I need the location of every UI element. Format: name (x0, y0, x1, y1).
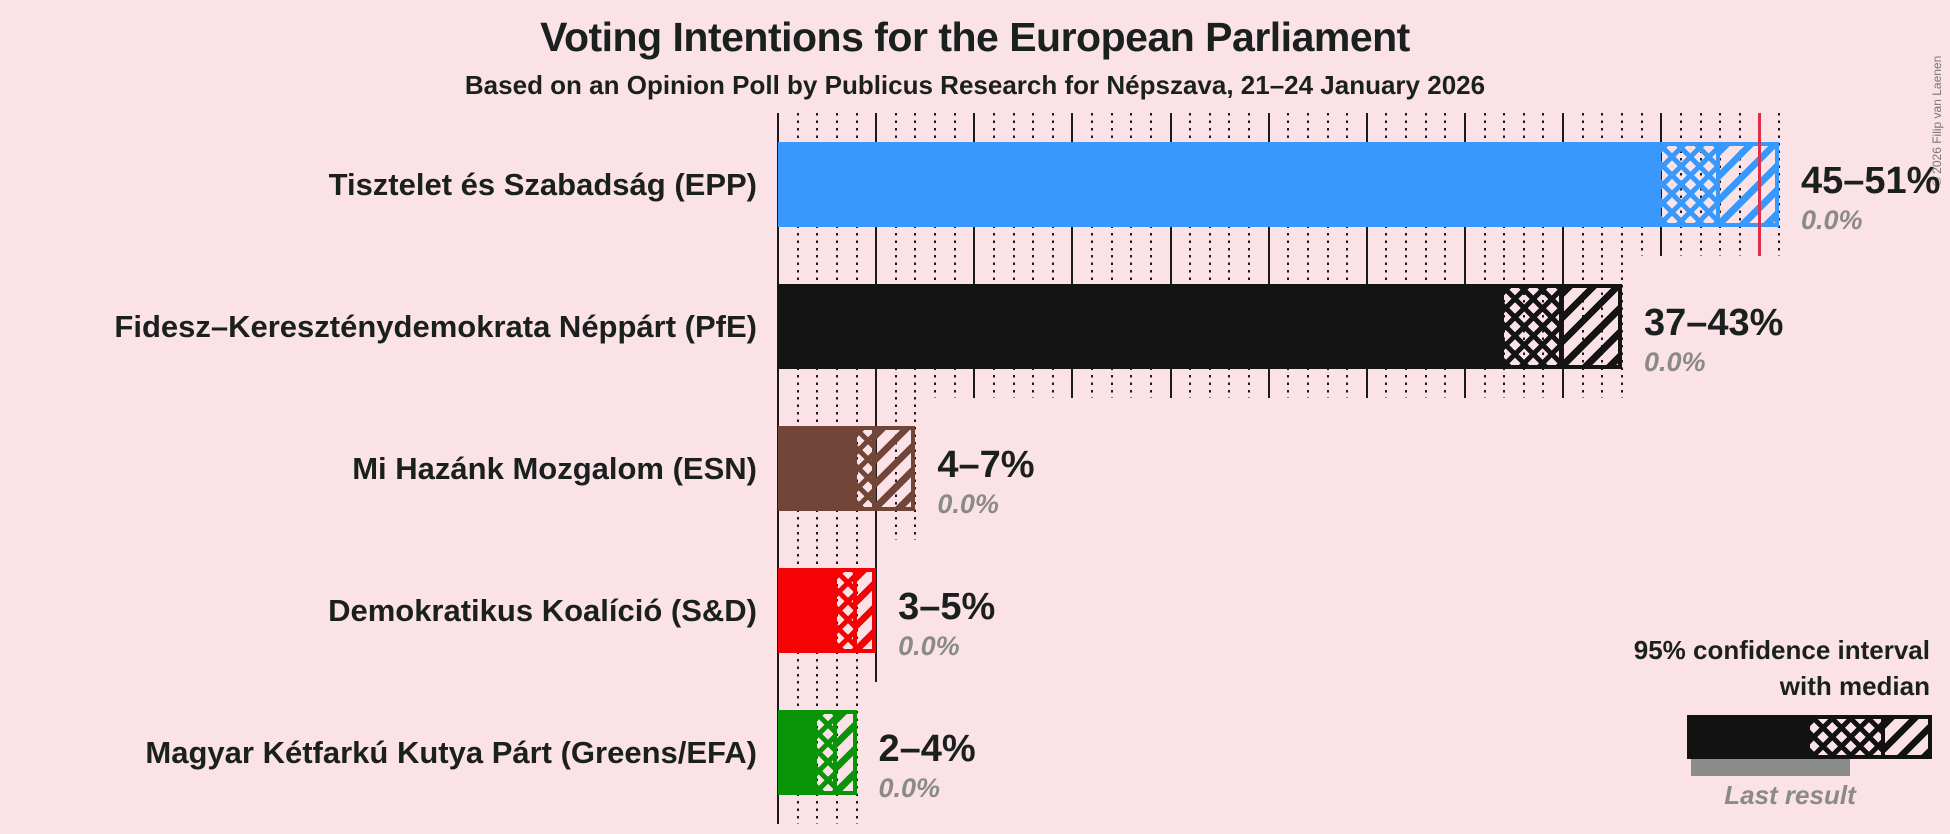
legend-sample-diagonal (1884, 719, 1928, 755)
bar-solid-segment (778, 284, 1505, 369)
bar-confidence-interval (856, 426, 916, 511)
bar-solid-segment (778, 710, 818, 795)
median-divider (852, 572, 857, 649)
last-result-value: 0.0% (1801, 204, 1863, 235)
party-label: Magyar Kétfarkú Kutya Párt (Greens/EFA) (145, 734, 757, 770)
bar-solid-segment (778, 142, 1662, 227)
party-label: Tisztelet és Szabadság (EPP) (328, 166, 757, 202)
median-to-upper-diagonal-hatch (856, 572, 873, 649)
minor-gridline (1778, 113, 1781, 256)
ci-lower-to-median-crosshatch (856, 430, 873, 507)
bar-confidence-interval (817, 710, 857, 795)
minor-gridline (855, 681, 858, 824)
median-to-upper-diagonal-hatch (876, 430, 912, 507)
party-label: Demokratikus Koalíció (S&D) (328, 592, 757, 628)
legend-last-result-bar (1691, 759, 1850, 776)
bar-solid-segment (778, 568, 837, 653)
legend-ci-line1: 95% confidence interval (1633, 635, 1930, 665)
value-label-block: 45–51% 0.0% (1801, 161, 1940, 235)
major-gridline (875, 539, 878, 682)
majority-threshold-line (1757, 113, 1761, 256)
median-divider (1716, 146, 1721, 223)
legend-sample-bar-graphic (1687, 715, 1932, 759)
median-to-upper-diagonal-hatch (1563, 288, 1618, 365)
median-divider (872, 430, 877, 507)
bar-confidence-interval (1661, 142, 1780, 227)
ci-lower-to-median-crosshatch (817, 714, 833, 791)
party-label: Mi Hazánk Mozgalom (ESN) (352, 450, 757, 486)
value-label-block: 3–5% 0.0% (898, 587, 995, 661)
median-divider (832, 714, 837, 791)
median-to-upper-diagonal-hatch (836, 714, 853, 791)
ci-lower-to-median-crosshatch (1504, 288, 1560, 365)
legend-sample-crosshatch (1809, 719, 1881, 755)
value-label-block: 2–4% 0.0% (879, 729, 976, 803)
last-result-value: 0.0% (1644, 346, 1706, 377)
last-result-value: 0.0% (937, 488, 999, 519)
ci-range-value: 37–43% (1644, 301, 1784, 344)
chart-subtitle: Based on an Opinion Poll by Publicus Res… (464, 70, 1486, 100)
ci-lower-to-median-crosshatch (836, 572, 853, 649)
legend-last-result-label: Last result (1724, 780, 1856, 810)
ci-range-value: 4–7% (937, 443, 1035, 486)
ci-range-value: 45–51% (1801, 159, 1941, 202)
last-result-value: 0.0% (898, 630, 960, 661)
party-label: Fidesz–Kereszténydemokrata Néppárt (PfE) (114, 308, 757, 344)
legend-sample-median-divider (1880, 719, 1885, 755)
ci-range-value: 3–5% (898, 585, 996, 628)
ci-lower-to-median-crosshatch (1661, 146, 1717, 223)
median-to-upper-diagonal-hatch (1720, 146, 1776, 223)
median-divider (1559, 288, 1564, 365)
legend-ci: 95% confidence interval with median (1330, 632, 1930, 704)
value-label-block: 37–43% 0.0% (1644, 303, 1783, 377)
legend-sample-solid (1691, 719, 1810, 755)
ci-range-value: 2–4% (878, 727, 976, 770)
bar-confidence-interval (1504, 284, 1622, 369)
minor-gridline (1621, 255, 1623, 398)
bar-confidence-interval (836, 568, 877, 653)
last-result-value: 0.0% (878, 772, 941, 803)
chart-title: Voting Intentions for the European Parli… (540, 14, 1410, 60)
bar-solid-segment (778, 426, 857, 511)
legend-ci-line2: with median (1779, 671, 1930, 701)
value-label-block: 4–7% 0.0% (937, 445, 1034, 519)
minor-gridline (914, 397, 917, 540)
